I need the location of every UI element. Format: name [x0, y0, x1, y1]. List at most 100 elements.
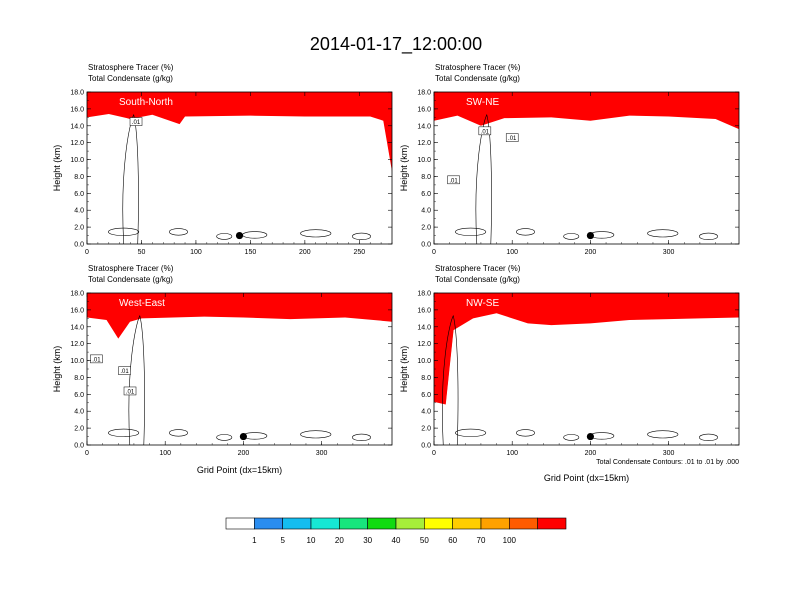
colorbar-swatch [254, 517, 283, 530]
condensate-contour [563, 434, 580, 441]
x-tick-label: 200 [585, 450, 597, 457]
x-tick-label: 100 [159, 450, 171, 457]
y-tick-label: 10.0 [417, 157, 431, 164]
colorbar-swatch [537, 517, 567, 530]
x-tick-label: 0 [85, 249, 89, 256]
contour-label: .01 [126, 389, 135, 395]
colorbar-swatch [282, 517, 312, 530]
contour-label-box [129, 117, 143, 126]
y-tick-label: 6.0 [421, 191, 431, 198]
condensate-contour [352, 433, 371, 442]
x-tick-label: 300 [663, 450, 675, 457]
y-tick-label: 2.0 [74, 426, 84, 433]
condensate-contour [455, 227, 487, 236]
y-axis-label: Height (km) [52, 346, 62, 393]
y-tick-label: 2.0 [421, 426, 431, 433]
x-tick-label: 200 [585, 249, 597, 256]
colorbar-label: 30 [363, 536, 372, 545]
contour-label-box [447, 175, 460, 185]
y-tick-label: 14.0 [417, 324, 431, 331]
colorbar-label: 100 [503, 536, 517, 545]
y-axis-label: Height (km) [399, 346, 409, 393]
condensate-contour [699, 232, 718, 241]
condensate-contour [122, 113, 139, 244]
heatmap-area: .01 [87, 92, 392, 244]
heatmap-area [434, 293, 739, 445]
panel-label: South-North [119, 97, 173, 108]
condensate-contour [516, 228, 535, 236]
y-tick-label: 4.0 [421, 409, 431, 416]
condensate-contour [300, 229, 332, 238]
condensate-contour [216, 434, 233, 441]
colorbar-label: 60 [448, 536, 457, 545]
header-tracer: Stratosphere Tracer (%) [435, 264, 521, 273]
x-tick-label: 0 [432, 450, 436, 457]
condensate-contour [475, 113, 492, 244]
panel-sw-ne: Stratosphere Tracer (%) Total Condensate … [399, 63, 740, 256]
condensate-contour [699, 433, 718, 442]
y-tick-label: 0.0 [74, 443, 84, 450]
header-tracer: Stratosphere Tracer (%) [88, 63, 174, 72]
panel-label: West-East [119, 298, 165, 309]
tracer-band [434, 293, 739, 405]
y-tick-label: 4.0 [74, 409, 84, 416]
y-tick-label: 18.0 [417, 90, 431, 97]
y-tick-label: 2.0 [74, 225, 84, 232]
condensate-contour [216, 233, 233, 240]
heatmap-area: .01 .01 .01 [87, 293, 392, 445]
condensate-contour [300, 430, 332, 439]
y-tick-label: 12.0 [417, 140, 431, 147]
y-tick-label: 14.0 [417, 123, 431, 130]
contour-label-box [118, 366, 131, 375]
location-marker [239, 432, 248, 441]
panels: Stratosphere Tracer (%) Total Condensate … [52, 63, 740, 483]
y-tick-label: 10.0 [70, 358, 84, 365]
condensate-contour [647, 430, 679, 439]
contour-label: .01 [449, 178, 458, 184]
panel-label: NW-SE [466, 298, 499, 309]
header-condensate: Total Condensate (g/kg) [88, 74, 173, 83]
condensate-contour [516, 429, 535, 437]
y-tick-label: 8.0 [74, 174, 84, 181]
colorbar: 1 5 10 20 30 40 50 60 70 100 [225, 517, 567, 545]
colorbar-label: 70 [477, 536, 486, 545]
colorbar-swatch [367, 517, 397, 530]
colorbar-label: 10 [307, 536, 316, 545]
location-marker [235, 231, 244, 240]
colorbar-label: 40 [392, 536, 401, 545]
colorbar-label: 20 [335, 536, 344, 545]
contour-label: .01 [508, 136, 517, 142]
y-tick-label: 10.0 [70, 157, 84, 164]
y-tick-label: 10.0 [417, 358, 431, 365]
y-tick-label: 4.0 [421, 208, 431, 215]
y-tick-label: 16.0 [70, 106, 84, 113]
y-tick-label: 16.0 [70, 307, 84, 314]
y-tick-label: 12.0 [417, 341, 431, 348]
condensate-contour [352, 232, 371, 241]
location-marker [586, 231, 595, 240]
x-tick-label: 100 [506, 450, 518, 457]
colorbar-swatch [339, 517, 368, 530]
colorbar-swatch [509, 517, 538, 530]
contour-label: .01 [481, 129, 490, 135]
x-tick-label: 0 [85, 450, 89, 457]
y-tick-label: 12.0 [70, 140, 84, 147]
y-tick-label: 14.0 [70, 324, 84, 331]
header-condensate: Total Condensate (g/kg) [88, 275, 173, 284]
colorbar-swatch [225, 517, 255, 530]
condensate-contour [442, 314, 459, 445]
y-tick-label: 16.0 [417, 307, 431, 314]
y-tick-label: 8.0 [421, 375, 431, 382]
y-axis-label: Height (km) [399, 145, 409, 192]
y-tick-label: 6.0 [74, 191, 84, 198]
y-tick-label: 0.0 [421, 242, 431, 249]
y-axis-label: Height (km) [52, 145, 62, 192]
x-tick-label: 250 [353, 249, 365, 256]
header-tracer: Stratosphere Tracer (%) [88, 264, 174, 273]
x-tick-label: 100 [190, 249, 202, 256]
colorbar-swatch [452, 517, 482, 530]
colorbar-label: 50 [420, 536, 429, 545]
heatmap-area: .01 .01 .01 [434, 92, 739, 244]
y-tick-label: 16.0 [417, 106, 431, 113]
